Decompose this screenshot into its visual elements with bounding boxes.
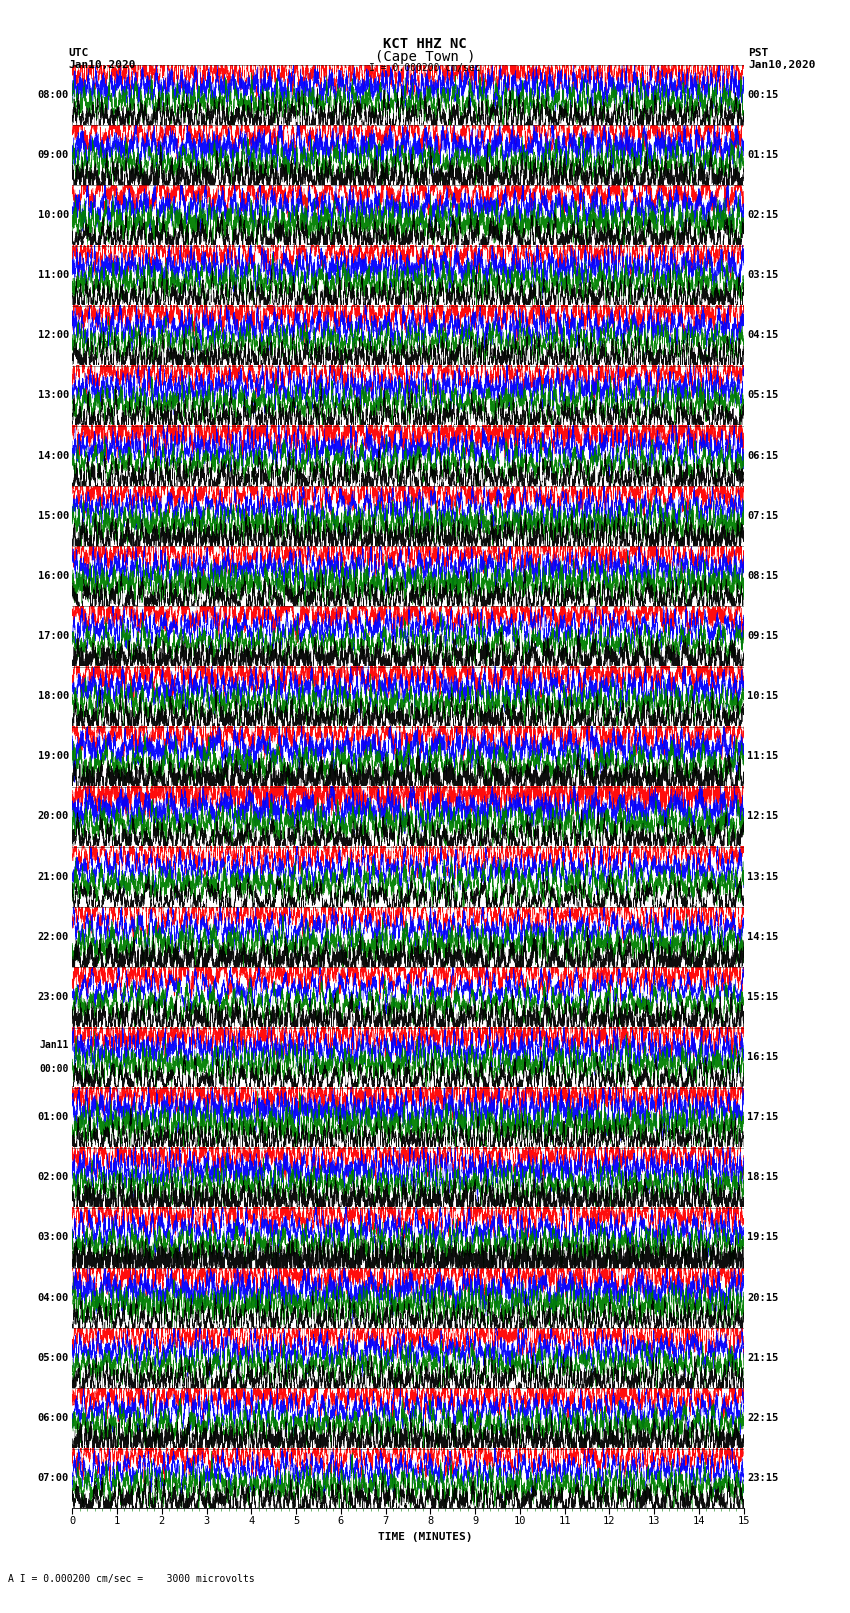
Text: 14:00: 14:00: [37, 450, 69, 460]
Text: 11:00: 11:00: [37, 269, 69, 281]
Text: 09:00: 09:00: [37, 150, 69, 160]
Text: 17:15: 17:15: [747, 1113, 779, 1123]
Text: 21:15: 21:15: [747, 1353, 779, 1363]
Text: 23:15: 23:15: [747, 1473, 779, 1482]
Text: 08:15: 08:15: [747, 571, 779, 581]
Text: 19:15: 19:15: [747, 1232, 779, 1242]
Text: 15:15: 15:15: [747, 992, 779, 1002]
Text: UTC: UTC: [68, 48, 88, 58]
Text: 10:15: 10:15: [747, 690, 779, 702]
Text: 01:15: 01:15: [747, 150, 779, 160]
Text: 05:00: 05:00: [37, 1353, 69, 1363]
Text: 11:15: 11:15: [747, 752, 779, 761]
Text: 20:00: 20:00: [37, 811, 69, 821]
Text: (Cape Town ): (Cape Town ): [375, 50, 475, 65]
Text: A I = 0.000200 cm/sec =    3000 microvolts: A I = 0.000200 cm/sec = 3000 microvolts: [8, 1574, 255, 1584]
Text: 08:00: 08:00: [37, 90, 69, 100]
Text: 17:00: 17:00: [37, 631, 69, 640]
Text: Jan10,2020: Jan10,2020: [68, 60, 135, 69]
Text: Jan11: Jan11: [39, 1040, 69, 1050]
Text: 18:15: 18:15: [747, 1173, 779, 1182]
Text: 02:00: 02:00: [37, 1173, 69, 1182]
Text: PST: PST: [748, 48, 768, 58]
Text: 13:15: 13:15: [747, 871, 779, 882]
Text: 04:15: 04:15: [747, 331, 779, 340]
Text: 04:00: 04:00: [37, 1292, 69, 1303]
Text: 12:00: 12:00: [37, 331, 69, 340]
Text: 07:15: 07:15: [747, 511, 779, 521]
Text: 10:00: 10:00: [37, 210, 69, 219]
Text: 20:15: 20:15: [747, 1292, 779, 1303]
Text: 09:15: 09:15: [747, 631, 779, 640]
Text: 02:15: 02:15: [747, 210, 779, 219]
Text: KCT HHZ NC: KCT HHZ NC: [383, 37, 467, 52]
Text: I = 0.000200 cm/sec: I = 0.000200 cm/sec: [369, 63, 481, 73]
Text: 00:00: 00:00: [39, 1065, 69, 1074]
Text: 16:15: 16:15: [747, 1052, 779, 1061]
Text: 03:00: 03:00: [37, 1232, 69, 1242]
Text: 22:00: 22:00: [37, 932, 69, 942]
Text: 15:00: 15:00: [37, 511, 69, 521]
Text: 22:15: 22:15: [747, 1413, 779, 1423]
Text: TIME (MINUTES): TIME (MINUTES): [377, 1532, 473, 1542]
Text: 19:00: 19:00: [37, 752, 69, 761]
Text: 05:15: 05:15: [747, 390, 779, 400]
Text: Jan10,2020: Jan10,2020: [748, 60, 815, 69]
Text: 12:15: 12:15: [747, 811, 779, 821]
Text: 14:15: 14:15: [747, 932, 779, 942]
Text: 13:00: 13:00: [37, 390, 69, 400]
Text: 07:00: 07:00: [37, 1473, 69, 1482]
Text: 16:00: 16:00: [37, 571, 69, 581]
Text: 03:15: 03:15: [747, 269, 779, 281]
Text: 21:00: 21:00: [37, 871, 69, 882]
Text: 01:00: 01:00: [37, 1113, 69, 1123]
Text: 18:00: 18:00: [37, 690, 69, 702]
Text: 06:15: 06:15: [747, 450, 779, 460]
Text: 06:00: 06:00: [37, 1413, 69, 1423]
Text: 23:00: 23:00: [37, 992, 69, 1002]
Text: 00:15: 00:15: [747, 90, 779, 100]
